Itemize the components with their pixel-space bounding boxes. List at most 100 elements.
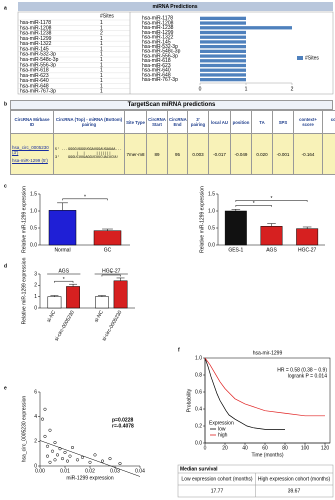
group-label: HGC-27 (102, 268, 121, 274)
y-tick-label: hsa-miR-1178 (142, 16, 173, 22)
x-tick-label: 120 (321, 445, 330, 451)
point (68, 454, 72, 458)
x-tick-label: 0 (204, 445, 207, 451)
title-bar (18, 2, 333, 11)
x-tick-label: si-circ-0005230 (101, 309, 123, 342)
panel-label: a (4, 5, 7, 11)
column-header: CircRNA Start (146, 110, 168, 134)
y-tick-label: 0.0 (195, 440, 202, 446)
y-tick-label: hsa-miR-1208 (142, 20, 174, 26)
table-cell: 39.67 (288, 488, 301, 494)
y-tick-label: 1.5 (208, 191, 215, 197)
table-cell: 1 (100, 57, 103, 63)
table-header: #Sites (100, 13, 114, 19)
x-tick-label: 0.04 (135, 468, 145, 474)
x-tick-label: 0.03 (110, 468, 120, 474)
y-tick-label: hsa-miR-623 (142, 63, 171, 69)
y-axis-label: hsa_circ_0005230 expression (21, 396, 27, 463)
point (55, 453, 60, 457)
table-cell: 2 (100, 31, 103, 37)
table-cell: 1 (100, 52, 103, 58)
column-header: CircRNA (Top) - miRNA (Bottom) pairing (53, 110, 125, 134)
table-cell: hsa-miR-648 (20, 83, 49, 89)
bar (200, 54, 246, 58)
y-axis-label: Relative miR-1299 expression (21, 257, 27, 324)
y-tick-label: 4 (34, 414, 37, 420)
significance-label: * (110, 271, 112, 277)
column-header: CircRNA End (167, 110, 188, 134)
table-title: TargetScan miRNA predictions (10, 100, 333, 110)
x-tick-label: 0.01 (60, 468, 70, 474)
y-tick-label: 2 (34, 283, 37, 289)
significance-label: * (253, 201, 255, 207)
bar (95, 296, 109, 309)
x-tick-label: si-circ-0005230 (54, 309, 76, 342)
point (48, 428, 52, 432)
table-cell: 1 (100, 89, 103, 95)
bar (66, 286, 80, 309)
bar (200, 49, 246, 54)
bar (200, 16, 246, 21)
x-tick-label: GES-1 (228, 247, 243, 253)
point (108, 457, 112, 461)
panel-label: f (178, 347, 180, 353)
bar (260, 226, 283, 246)
x-tick-label: 1 (245, 86, 248, 92)
table-cell: 1 (100, 41, 103, 47)
y-tick-label: 0.5 (30, 225, 37, 231)
y-tick-label: 2 (34, 439, 37, 445)
y-tick-label: hsa-miR-767-3p (142, 77, 178, 83)
legend-label: #Sites (305, 56, 319, 62)
chart-title: hsa-mir-1299 (253, 350, 283, 356)
error-bar (97, 295, 106, 297)
x-tick-label: si-NC (46, 309, 58, 323)
x-tick-label: 0.02 (85, 468, 95, 474)
x-tick-label: Normal (54, 247, 70, 253)
column-header: CircRNA Mirbase ID (10, 110, 54, 134)
panel-frame (17, 11, 334, 95)
bar (200, 35, 246, 39)
point (80, 455, 85, 459)
point (53, 441, 57, 445)
bar (200, 40, 246, 44)
y-tick-label: hsa-miR-1238 (142, 25, 174, 31)
y-tick-label: hsa-miR-532-3p (142, 44, 178, 50)
significance-label: * (84, 195, 86, 201)
y-axis-label: Relative miR-1299 expression (199, 186, 205, 253)
error-bar (50, 295, 59, 297)
column-header: Site Type (124, 110, 147, 134)
table-cell: hsa-miR-1322 (20, 41, 52, 47)
x-tick-label: AGS (266, 247, 277, 253)
trend-line (39, 440, 141, 477)
y-tick-label: 1 (34, 294, 37, 300)
x-tick-label: si-NC (93, 309, 105, 323)
significance-bracket (235, 205, 272, 207)
targetscan-panel: TargetScan miRNA predictions CircRNA Mir… (10, 100, 335, 175)
y-tick-label: 1.5 (30, 191, 37, 197)
y-tick-label: 0 (34, 305, 37, 311)
y-tick-label: 6 (34, 389, 37, 395)
significance-label: * (271, 196, 273, 202)
y-tick-label: 1.0 (195, 355, 202, 361)
point (48, 460, 52, 464)
point (118, 461, 122, 466)
table-cell: hsa-miR-1208 (20, 25, 52, 31)
annotation: HR = 0.58 (0.38 − 0.9) (277, 367, 327, 373)
column-header: local AU (208, 110, 231, 134)
point (45, 454, 50, 458)
significance-bracket (101, 274, 121, 277)
group-label: AGS (58, 268, 69, 274)
point (65, 459, 70, 463)
table-cell: hsa-miR-532-3p (20, 52, 56, 58)
point (93, 453, 97, 457)
x-tick-label: 40 (242, 445, 248, 451)
targetscan-table: CircRNA Mirbase ID CircRNA (Top) - miRNA … (10, 110, 335, 175)
x-tick-label: 2 (291, 86, 294, 92)
error-bar (116, 277, 125, 281)
bar (296, 228, 319, 246)
x-axis-label: Time (months) (251, 452, 283, 458)
table-cell: 95 (167, 133, 188, 175)
annotation: p=0.0228 (112, 417, 133, 423)
table-cell: 7mer-m8 (124, 133, 147, 175)
y-tick-label: hsa-miR-1322 (142, 35, 174, 41)
